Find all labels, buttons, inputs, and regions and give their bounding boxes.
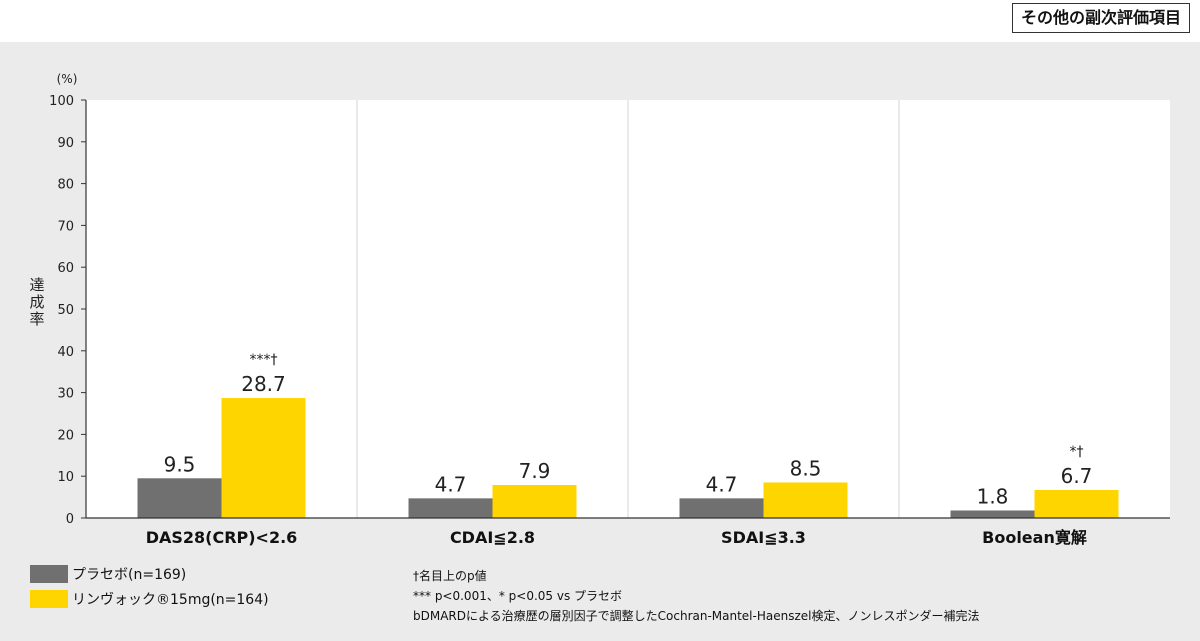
footnote-nominal-p: †名目上のp値 bbox=[413, 569, 487, 583]
significance-marker: ***† bbox=[250, 352, 278, 368]
bar-placebo bbox=[679, 498, 764, 518]
bar-rinvoq bbox=[763, 482, 848, 518]
category-label: SDAI≦3.3 bbox=[721, 528, 806, 547]
category-label: Boolean寛解 bbox=[982, 528, 1087, 547]
legend-swatch-rinvoq bbox=[30, 590, 68, 608]
data-label: 4.7 bbox=[706, 472, 738, 496]
bar-rinvoq bbox=[221, 398, 306, 518]
legend-item-rinvoq: リンヴォック®15mg(n=164) bbox=[30, 588, 269, 610]
y-tick-label: 70 bbox=[57, 219, 74, 234]
y-tick-label: 20 bbox=[57, 428, 74, 443]
y-tick-label: 40 bbox=[57, 345, 74, 360]
header-strip: その他の副次評価項目 bbox=[0, 0, 1200, 42]
legend-label-placebo: プラセボ(n=169) bbox=[72, 567, 187, 583]
data-label: 28.7 bbox=[241, 372, 286, 396]
legend-item-placebo: プラセボ(n=169) bbox=[30, 563, 269, 585]
data-label: 4.7 bbox=[435, 472, 467, 496]
y-tick-label: 0 bbox=[66, 512, 74, 527]
data-label: 8.5 bbox=[790, 456, 822, 480]
data-label: 7.9 bbox=[519, 459, 551, 483]
y-tick-label: 50 bbox=[57, 303, 74, 318]
legend: プラセボ(n=169) リンヴォック®15mg(n=164) bbox=[30, 563, 269, 613]
y-tick-label: 80 bbox=[57, 178, 74, 193]
footnote-significance: *** p<0.001、* p<0.05 vs プラセボ bbox=[413, 589, 623, 603]
bar-placebo bbox=[950, 510, 1035, 518]
y-tick-label: 30 bbox=[57, 387, 74, 402]
bar-placebo bbox=[137, 478, 222, 518]
bar-rinvoq bbox=[1034, 489, 1119, 518]
bar-rinvoq bbox=[492, 484, 577, 518]
y-axis-title: 率 bbox=[29, 310, 44, 328]
y-tick-label: 90 bbox=[57, 136, 74, 151]
y-tick-label: 100 bbox=[49, 94, 74, 109]
y-axis-title: 成 bbox=[29, 293, 44, 311]
data-label: 9.5 bbox=[164, 452, 196, 476]
footnote-method: bDMARDによる治療歴の層別因子で調整したCochran-Mantel-Hae… bbox=[413, 609, 980, 623]
section-badge: その他の副次評価項目 bbox=[1011, 3, 1190, 33]
y-unit-label: (%) bbox=[57, 72, 78, 86]
category-label: CDAI≦2.8 bbox=[450, 528, 535, 547]
y-axis-title: 達 bbox=[29, 276, 44, 294]
data-label: 1.8 bbox=[977, 484, 1009, 508]
bar-placebo bbox=[408, 498, 493, 518]
y-tick-label: 60 bbox=[57, 261, 74, 276]
data-label: 6.7 bbox=[1061, 464, 1093, 488]
legend-swatch-placebo bbox=[30, 565, 68, 583]
category-label: DAS28(CRP)<2.6 bbox=[146, 528, 298, 547]
y-tick-label: 10 bbox=[57, 470, 74, 485]
footnotes: †名目上のp値 *** p<0.001、* p<0.05 vs プラセボ bDM… bbox=[413, 566, 980, 626]
significance-marker: *† bbox=[1070, 444, 1084, 460]
legend-label-rinvoq: リンヴォック®15mg(n=164) bbox=[72, 592, 269, 608]
